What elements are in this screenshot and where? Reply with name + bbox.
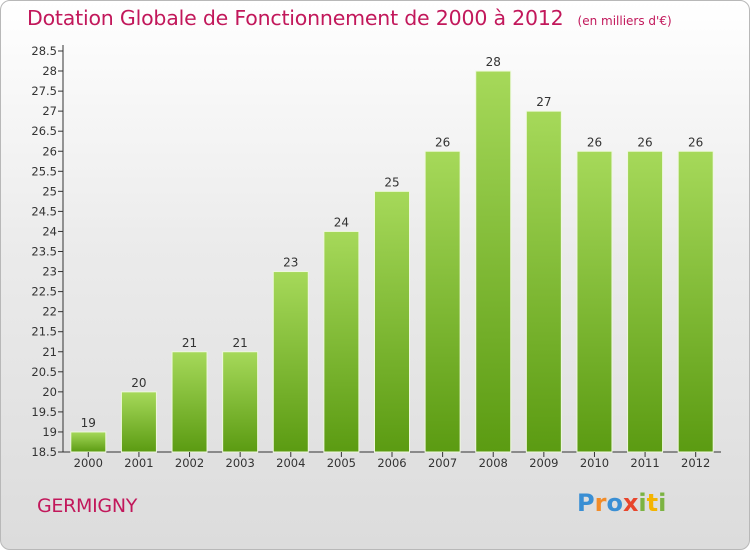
y-tick-label: 22: [42, 305, 57, 319]
y-tick-label: 25.5: [31, 164, 57, 178]
x-tick-label: 2007: [428, 456, 457, 470]
x-tick-label: 2005: [327, 456, 356, 470]
x-tick-label: 2003: [226, 456, 255, 470]
y-tick-label: 20.5: [31, 365, 57, 379]
x-tick-label: 2001: [124, 456, 153, 470]
bar-value-label: 26: [435, 135, 450, 149]
x-tick-label: 2004: [276, 456, 305, 470]
y-tick-label: 28.5: [31, 44, 57, 58]
commune-name: GERMIGNY: [37, 495, 138, 517]
bar-value-label: 28: [486, 55, 501, 69]
chart-unit: (en milliers d'€): [577, 14, 672, 28]
bar: [525, 110, 562, 453]
bar: [171, 351, 208, 453]
y-tick-label: 21: [42, 345, 57, 359]
bar-value-label: 27: [536, 95, 551, 109]
y-tick-label: 27: [42, 104, 57, 118]
chart-title: Dotation Globale de Fonctionnement de 20…: [27, 6, 564, 30]
y-tick-label: 19: [42, 425, 57, 439]
y-tick-label: 27.5: [31, 84, 57, 98]
bar: [70, 431, 107, 453]
bar: [475, 70, 512, 453]
bar-value-label: 21: [182, 336, 197, 350]
y-tick-label: 23: [42, 265, 57, 279]
bar-value-label: 26: [688, 135, 703, 149]
bar-value-label: 26: [637, 135, 652, 149]
bar: [222, 351, 259, 453]
bar: [374, 190, 410, 453]
brand-logo-letter: r: [594, 489, 607, 517]
y-tick-label: 24.5: [31, 204, 57, 218]
bar-value-label: 19: [81, 416, 96, 430]
bar: [272, 271, 309, 453]
bar: [677, 150, 714, 453]
y-tick-label: 24: [42, 224, 57, 238]
bar-value-label: 20: [131, 376, 146, 390]
y-tick-label: 25: [42, 184, 57, 198]
y-tick-label: 26.5: [31, 124, 57, 138]
bar: [627, 150, 664, 453]
brand-logo: Proxiti: [577, 489, 666, 517]
brand-logo-letter: i: [658, 489, 667, 517]
x-tick-label: 2009: [529, 456, 558, 470]
brand-logo-letter: x: [622, 489, 639, 517]
bar-value-label: 23: [283, 256, 298, 270]
bar: [576, 150, 613, 453]
x-tick-label: 2010: [580, 456, 609, 470]
bar: [323, 230, 360, 453]
bar-value-label: 24: [334, 215, 349, 229]
brand-logo-letter: P: [577, 489, 595, 517]
x-tick-label: 2012: [681, 456, 710, 470]
bar: [120, 391, 157, 453]
y-tick-label: 21.5: [31, 325, 57, 339]
bar-value-label: 25: [384, 175, 399, 189]
y-tick-label: 26: [42, 144, 57, 158]
title-row: Dotation Globale de Fonctionnement de 20…: [27, 6, 672, 30]
brand-logo-letter: o: [606, 489, 623, 517]
y-tick-label: 20: [42, 385, 57, 399]
brand-logo-letter: i: [638, 489, 647, 517]
y-tick-label: 22.5: [31, 285, 57, 299]
y-tick-label: 28: [42, 64, 57, 78]
bar: [424, 150, 461, 453]
y-tick-label: 18.5: [31, 445, 57, 459]
x-tick-label: 2008: [479, 456, 508, 470]
x-tick-label: 2006: [377, 456, 406, 470]
x-tick-label: 2002: [175, 456, 204, 470]
x-tick-label: 2000: [74, 456, 103, 470]
brand-logo-letter: t: [646, 489, 659, 517]
y-tick-label: 19.5: [31, 405, 57, 419]
x-tick-label: 2011: [630, 456, 659, 470]
bar-value-label: 26: [587, 135, 602, 149]
bar-value-label: 21: [233, 336, 248, 350]
y-tick-label: 23.5: [31, 245, 57, 259]
